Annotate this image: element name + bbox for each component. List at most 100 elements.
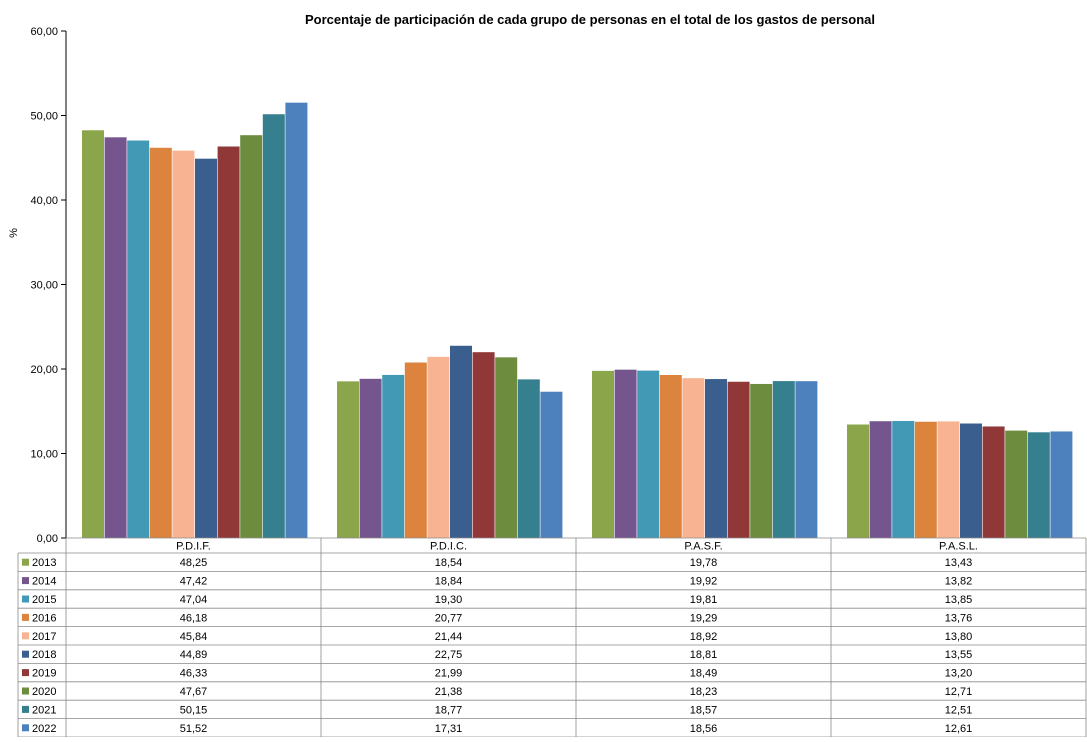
data-label: 13,55: [945, 649, 973, 661]
bar-2018-3: [960, 423, 982, 538]
data-label: 46,33: [180, 668, 208, 680]
bar-2016-3: [914, 421, 937, 538]
legend-swatch-2020: [22, 687, 29, 695]
y-axis-label: %: [8, 228, 20, 238]
y-tick-label: 0,00: [37, 533, 58, 545]
data-label: 46,18: [180, 612, 208, 624]
legend-swatch-2013: [22, 558, 29, 566]
bar-2016-2: [659, 374, 682, 538]
data-label: 48,25: [180, 557, 208, 569]
data-label: 22,75: [435, 649, 463, 661]
bar-2014-2: [614, 369, 637, 538]
bar-2015-2: [637, 370, 660, 538]
data-label: 13,80: [945, 631, 973, 643]
category-label: P.A.S.L.: [939, 541, 978, 553]
bars-layer: [82, 102, 1073, 539]
data-label: 47,67: [180, 686, 208, 698]
bar-2020-0: [240, 135, 263, 538]
data-label: 47,42: [180, 576, 208, 588]
legend-swatch-2018: [22, 650, 29, 658]
data-label: 18,77: [435, 704, 463, 716]
bar-2021-1: [517, 379, 540, 538]
y-tick-label: 50,00: [30, 111, 58, 123]
bar-2019-2: [727, 381, 750, 538]
data-label: 21,38: [435, 686, 463, 698]
y-tick-label: 20,00: [30, 364, 58, 376]
data-label: 17,31: [435, 723, 463, 735]
bar-2013-3: [847, 424, 869, 538]
data-label: 18,23: [690, 686, 718, 698]
chart-title: Porcentaje de participación de cada grup…: [305, 12, 875, 27]
bar-2014-1: [359, 378, 382, 538]
data-label: 18,49: [690, 668, 718, 680]
data-label: 19,78: [690, 557, 718, 569]
data-label: 13,20: [945, 668, 973, 680]
data-label: 19,29: [690, 612, 718, 624]
data-label: 18,92: [690, 631, 718, 643]
bar-2013-1: [337, 381, 359, 538]
legend-label: 2018: [32, 649, 56, 661]
legend-swatch-2021: [22, 705, 29, 713]
y-tick-label: 10,00: [30, 449, 58, 461]
legend-label: 2016: [32, 612, 56, 624]
data-label: 21,99: [435, 668, 463, 680]
bar-2017-1: [427, 356, 450, 538]
bar-2020-1: [495, 357, 518, 538]
data-label: 19,81: [690, 594, 718, 606]
bar-2022-0: [285, 102, 308, 538]
data-table: P.D.I.F. P.D.I.C. P.A.S.F. P.A.S.L. 2013 48,2…: [17, 537, 1087, 738]
bar-2022-3: [1050, 431, 1073, 538]
bar-2019-3: [982, 426, 1005, 538]
bar-2016-1: [404, 362, 427, 538]
data-label: 13,76: [945, 612, 973, 624]
legend-label: 2015: [32, 594, 56, 606]
data-label: 12,51: [945, 704, 973, 716]
y-tick-label: 40,00: [30, 195, 58, 207]
data-label: 12,71: [945, 686, 973, 698]
bar-2013-2: [592, 370, 614, 538]
legend-swatch-2015: [22, 595, 29, 603]
bar-2015-0: [127, 140, 150, 538]
bar-2014-0: [104, 137, 127, 538]
bar-2021-2: [772, 381, 795, 538]
bar-2021-3: [1027, 432, 1050, 538]
data-label: 18,84: [435, 576, 463, 588]
bar-2017-3: [937, 421, 960, 538]
data-label: 13,82: [945, 576, 973, 588]
legend-label: 2019: [32, 668, 56, 680]
bar-2018-2: [705, 379, 727, 538]
bar-2018-1: [450, 345, 472, 538]
bar-2020-2: [750, 383, 773, 538]
bar-2020-3: [1005, 430, 1028, 538]
category-label: P.D.I.C.: [430, 541, 467, 553]
data-label: 20,77: [435, 612, 463, 624]
data-label: 18,81: [690, 649, 718, 661]
data-label: 44,89: [180, 649, 208, 661]
data-label: 19,92: [690, 576, 718, 588]
y-axis: 0,00 10,00 20,00 30,00 40,00 50,00 60,00: [30, 26, 67, 545]
legend-swatch-2017: [22, 632, 29, 640]
legend-swatch-2019: [22, 669, 29, 677]
bar-2018-0: [195, 158, 217, 538]
data-label: 51,52: [180, 723, 208, 735]
bar-2019-1: [472, 352, 495, 538]
data-label: 18,54: [435, 557, 463, 569]
bar-2017-0: [172, 150, 195, 539]
bar-2015-3: [892, 420, 915, 538]
bar-2022-2: [795, 381, 818, 538]
data-label: 13,43: [945, 557, 973, 569]
data-label: 19,30: [435, 594, 463, 606]
data-label: 21,44: [435, 631, 463, 643]
legend-swatch-2016: [22, 613, 29, 621]
legend-label: 2022: [32, 723, 56, 735]
category-label: P.A.S.F.: [684, 541, 722, 553]
bar-2022-1: [540, 391, 563, 538]
data-label: 45,84: [180, 631, 208, 643]
legend-swatch-2022: [22, 724, 29, 732]
y-tick-label: 60,00: [30, 26, 58, 38]
bar-2014-3: [869, 421, 892, 538]
data-label: 50,15: [180, 704, 208, 716]
bar-2016-0: [149, 147, 172, 539]
